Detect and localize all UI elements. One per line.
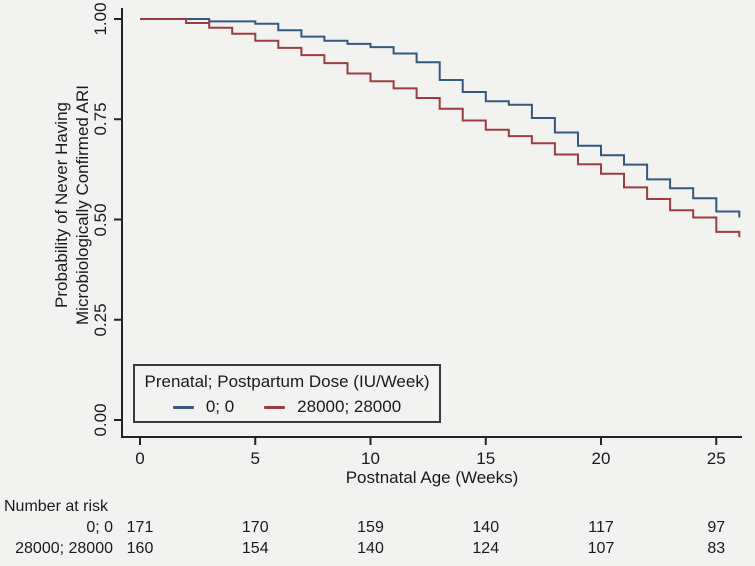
x-tick-label: 25 [706, 449, 726, 468]
legend-title: Prenatal; Postpartum Dose (IU/Week) [144, 372, 430, 391]
km-curve-0-0 [140, 18, 741, 218]
risk-value: 159 [357, 519, 384, 536]
x-tick-label: 0 [135, 449, 145, 468]
y-axis-title-line2: Microbiologically Confirmed ARI [73, 85, 92, 325]
risk-value: 170 [241, 519, 269, 536]
y-tick-label: 0.50 [91, 202, 110, 237]
risk-value: 140 [357, 540, 384, 557]
legend-label-group2: 28000; 28000 [297, 397, 402, 416]
risk-table-header: Number at risk [4, 498, 109, 515]
legend-label-group1: 0; 0 [205, 397, 235, 416]
x-tick-label: 10 [361, 449, 380, 468]
axes-lines [121, 8, 742, 438]
risk-value: 107 [587, 540, 615, 557]
risk-row-label: 28000; 28000 [15, 540, 113, 557]
risk-value: 124 [472, 540, 500, 557]
risk-value: 117 [588, 519, 614, 536]
x-tick-label: 5 [250, 449, 260, 468]
risk-value: 83 [707, 540, 726, 557]
risk-value: 160 [126, 540, 154, 557]
risk-value: 97 [707, 519, 726, 536]
legend-line-swatch-group2 [264, 405, 286, 409]
y-tick-label: 0.00 [91, 403, 110, 437]
x-axis-title: Postnatal Age (Weeks) [345, 468, 519, 487]
legend-entries: 0; 0 28000; 28000 [135, 397, 439, 417]
km-curve-28000-28000 [140, 18, 741, 238]
risk-value: 154 [241, 540, 269, 557]
legend-line-swatch-group1 [172, 405, 194, 409]
legend: Prenatal; Postpartum Dose (IU/Week) 0; 0… [133, 364, 441, 423]
y-tick-label: 1.00 [91, 2, 110, 36]
risk-value: 171 [126, 519, 154, 536]
risk-value: 140 [472, 519, 500, 536]
x-tick-label: 20 [591, 449, 611, 468]
y-axis-title: Probability of Never Having Microbiologi… [51, 85, 93, 325]
y-tick-label: 0.75 [91, 102, 110, 136]
risk-row-label: 0; 0 [86, 519, 113, 536]
y-tick-label: 0.25 [91, 303, 110, 337]
x-tick-label: 15 [476, 449, 496, 468]
y-axis-title-line1: Probability of Never Having [52, 102, 71, 308]
